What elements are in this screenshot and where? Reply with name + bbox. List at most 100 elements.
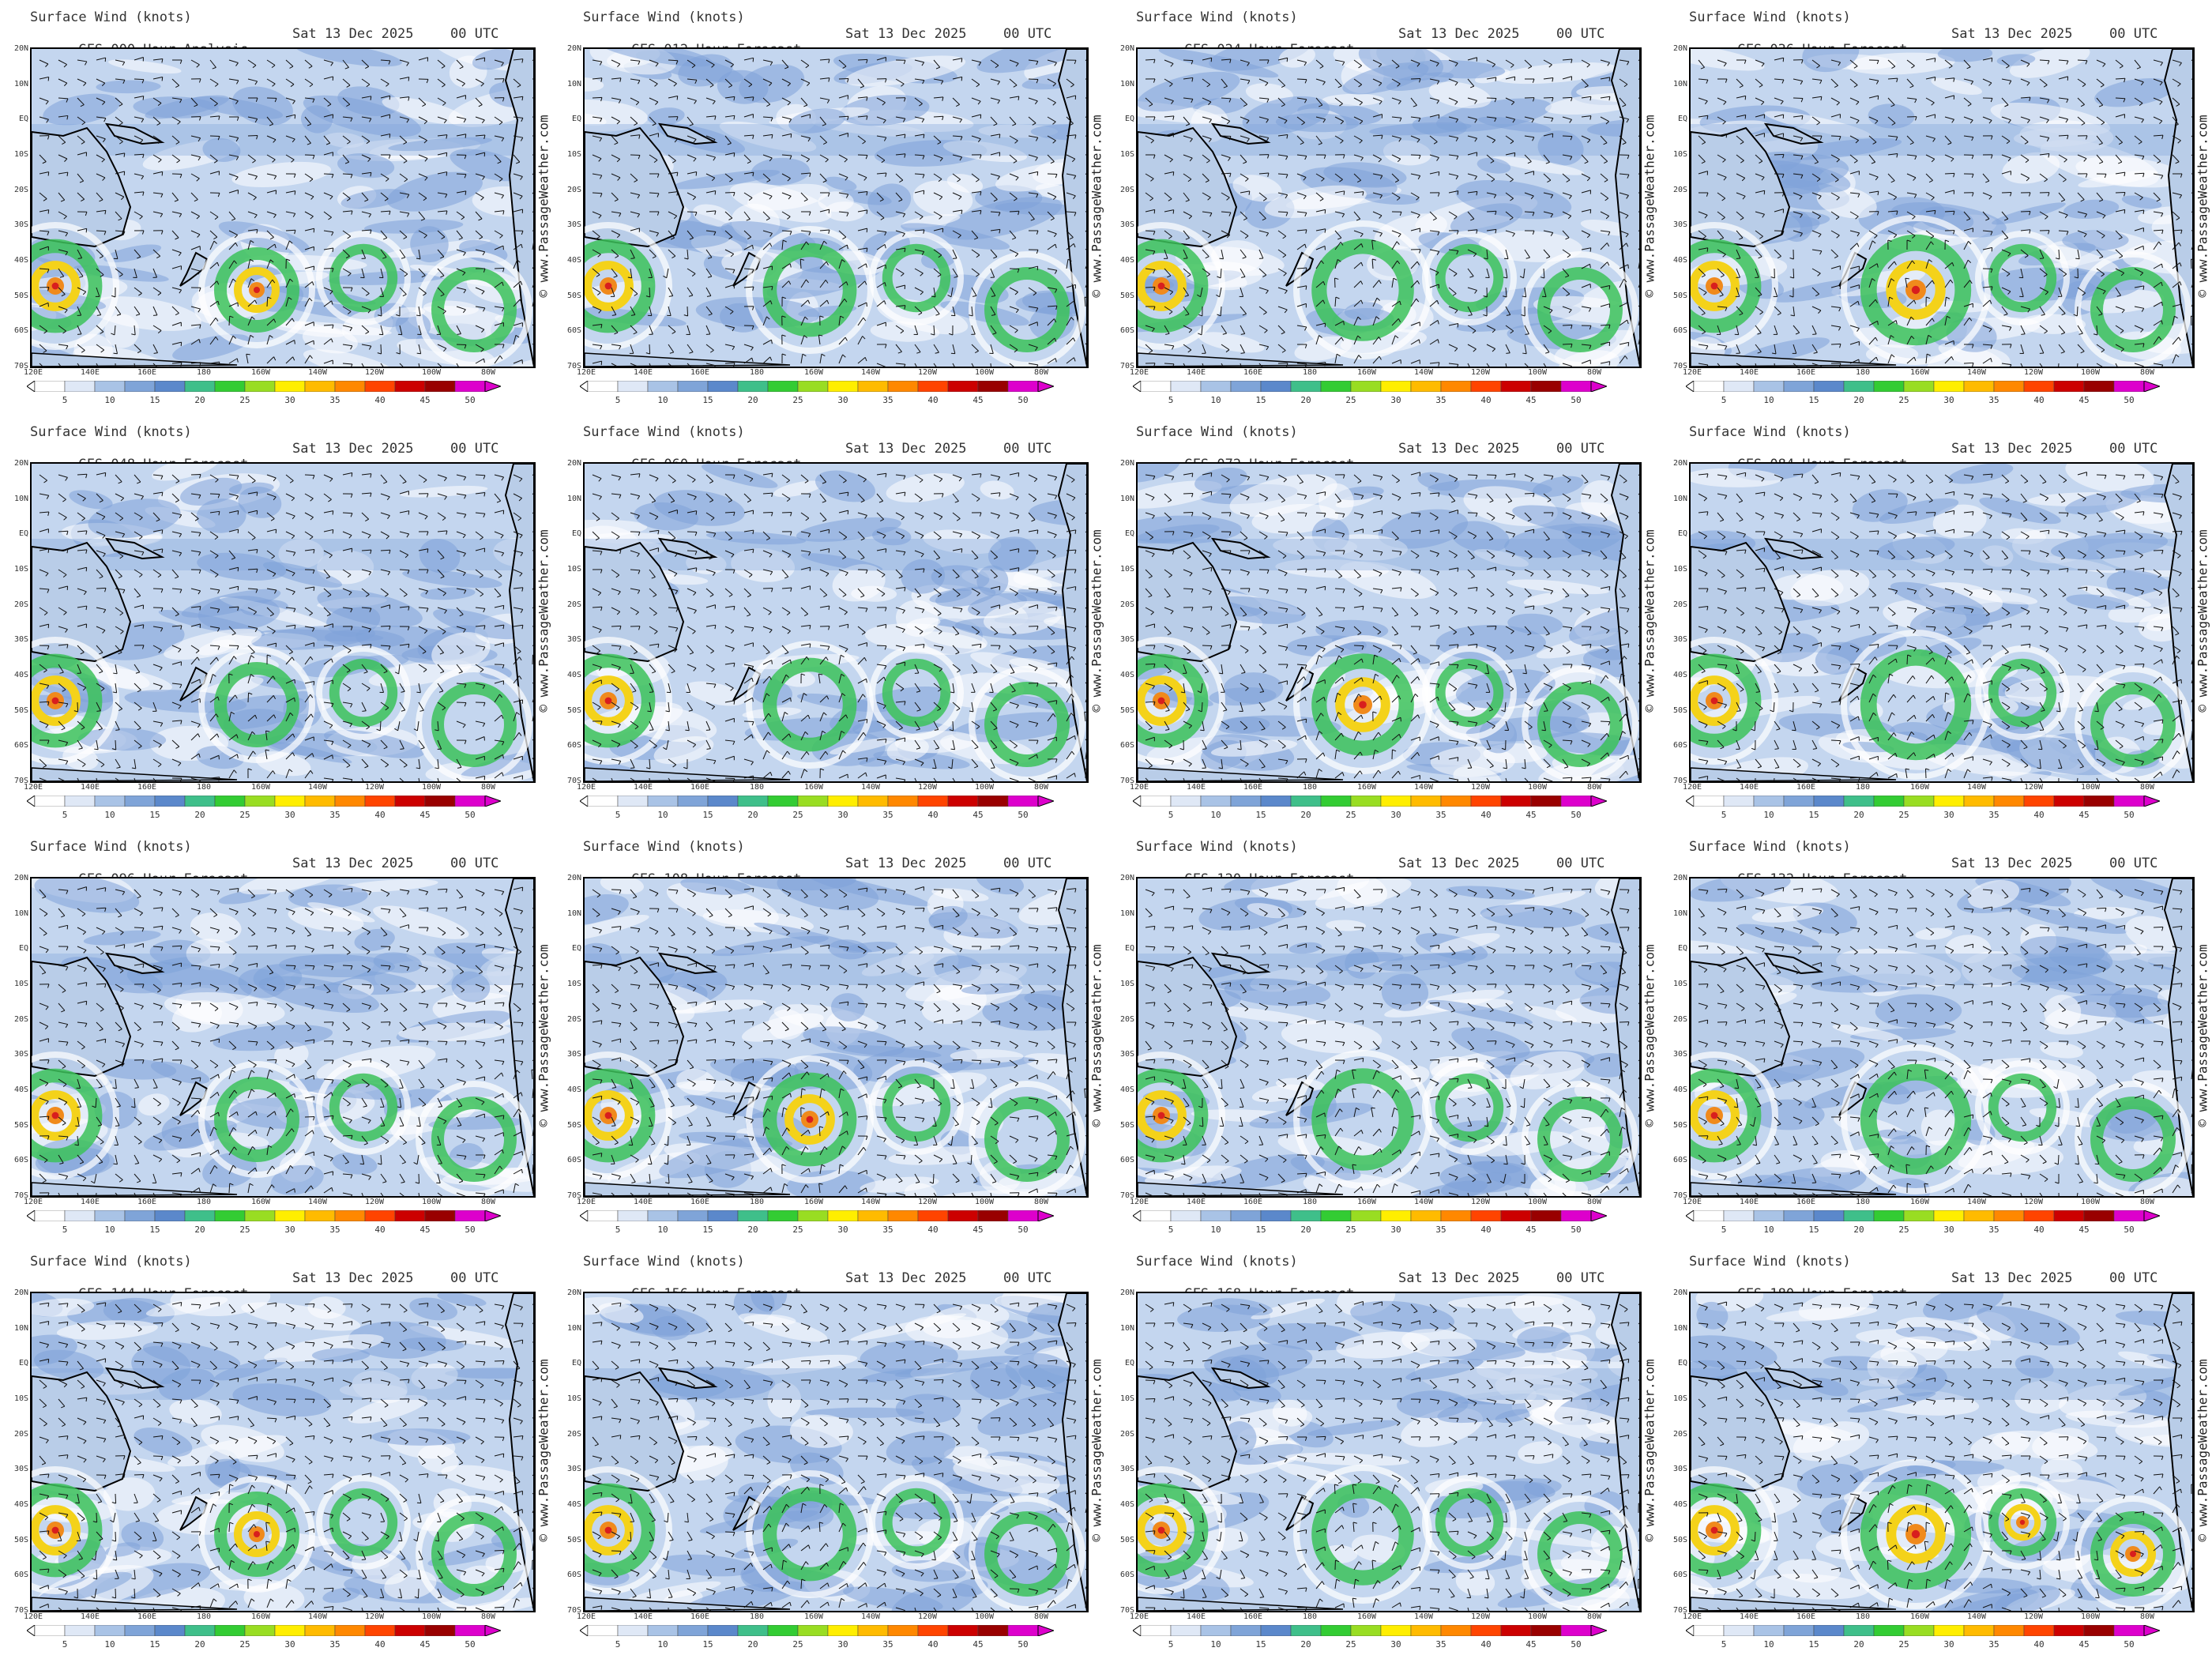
latitude-label: 20N — [566, 874, 581, 882]
colorbar-low-arrow — [1133, 1210, 1142, 1221]
wind-speed-patch — [2056, 1508, 2160, 1529]
longitude-label: 160E — [1796, 368, 1816, 377]
colorbar-swatch — [1007, 1625, 1039, 1636]
storm-swirl — [2075, 1495, 2191, 1611]
wind-speed-patch — [386, 171, 483, 212]
colorbar-swatch — [1963, 1625, 1995, 1636]
latitude-label: 10N — [566, 908, 581, 918]
colorbar-tick-label: 15 — [1808, 1224, 1819, 1235]
new-guinea-coastline — [1763, 122, 1824, 145]
latitude-label: 20N — [13, 1288, 28, 1297]
colorbar-swatch — [154, 1625, 186, 1636]
longitude-label: 180 — [749, 783, 765, 792]
wind-speed-patch — [437, 1293, 487, 1307]
colorbar-swatch — [2053, 1625, 2085, 1636]
run-time: 00 UTC — [1003, 441, 1052, 457]
colorbar-tick-label: 50 — [1571, 810, 1582, 820]
colorbar-swatch — [1200, 1210, 1232, 1221]
latitude-label: 30S — [1119, 1050, 1134, 1059]
wind-speed-patch — [651, 1315, 691, 1341]
longitude-label: 120W — [2023, 783, 2044, 792]
wind-speed-patch — [1233, 1443, 1304, 1465]
longitude-label: 160W — [1909, 1612, 1930, 1621]
wind-speed-patch — [1455, 1567, 1495, 1596]
colorbar-swatch — [1783, 1625, 1815, 1636]
latitude-label: 40S — [13, 256, 28, 265]
colorbar-tick-label: 10 — [657, 1639, 668, 1650]
colorbar-swatch — [707, 1210, 739, 1221]
colorbar-swatch — [707, 796, 739, 807]
latitude-label: EQ — [1124, 944, 1134, 954]
latitude-label: 70S — [566, 1191, 581, 1200]
longitude-label: 120E — [1682, 783, 1702, 792]
longitude-label: 120E — [1129, 1198, 1149, 1206]
forecast-panel: Surface Wind (knots) GFS 084 Hour Foreca… — [1659, 415, 2212, 830]
latitude-label: 10S — [13, 1394, 28, 1403]
wind-speed-patch — [1397, 1390, 1469, 1419]
colorbar-tick-label: 50 — [465, 1224, 476, 1235]
latitude-label: 10N — [1672, 494, 1687, 503]
wind-barbs — [1145, 886, 1640, 1196]
colorbar-swatch — [1200, 381, 1232, 392]
storm-swirl — [416, 251, 532, 367]
colorbar-swatch — [1200, 796, 1232, 807]
colorbar-tick-label: 40 — [374, 1639, 386, 1650]
wind-speed-patch — [597, 49, 713, 67]
new-guinea-coastline — [1210, 952, 1271, 975]
wind-speed-patch — [950, 1049, 1024, 1063]
run-time: 00 UTC — [1556, 26, 1605, 42]
wind-speed-patch — [1691, 49, 1765, 71]
storm-swirl — [1422, 1475, 1517, 1570]
colorbar-tick-label: 25 — [1898, 1639, 1909, 1650]
wind-speed-patch — [1846, 52, 1955, 75]
watermark-text: © www.PassageWeather.com — [1642, 1359, 1657, 1542]
watermark: © www.PassageWeather.com — [2195, 47, 2210, 365]
wind-speed-patch — [288, 884, 368, 909]
longitude-label: 180 — [1302, 368, 1318, 377]
wind-speed-patch — [1510, 1293, 1596, 1333]
latitude-label: 10N — [566, 494, 581, 503]
colorbar-tick-label: 40 — [2033, 810, 2045, 820]
latitude-label: 10S — [1672, 1394, 1687, 1403]
colorbar-high-arrow — [1037, 381, 1054, 392]
storm-swirl — [32, 222, 119, 350]
colorbar-swatch — [244, 1625, 276, 1636]
wind-colorbar — [27, 796, 501, 807]
colorbar-tick-label: 45 — [1525, 1639, 1537, 1650]
latitude-label: 60S — [1119, 326, 1134, 336]
wind-speed-patch — [382, 97, 465, 125]
run-date: Sat 13 Dec 2025 — [845, 856, 967, 871]
latitude-label: 10S — [1119, 150, 1134, 159]
latitude-label: 10N — [13, 1323, 28, 1333]
longitude-label: 140E — [1739, 1612, 1759, 1621]
colorbar-swatch — [274, 1625, 306, 1636]
colorbar-tick-label: 40 — [1480, 1224, 1492, 1235]
wind-speed-patch — [253, 964, 303, 992]
latitude-label: 30S — [1119, 1465, 1134, 1474]
colorbar-tick-label: 40 — [927, 395, 939, 405]
longitude-label: 140W — [860, 368, 881, 377]
wind-speed-patch — [1477, 116, 1552, 133]
antarctica-coastline — [1138, 1597, 1344, 1611]
colorbar-tick-label: 30 — [1943, 1224, 1954, 1235]
colorbar-tick-label: 45 — [972, 1224, 984, 1235]
colorbar-tick-label: 10 — [657, 1224, 668, 1235]
longitude-label: 100W — [974, 368, 995, 377]
wind-speed-patch — [1430, 746, 1515, 777]
colorbar-high-arrow — [484, 796, 501, 807]
new-guinea-coastline — [657, 537, 718, 560]
colorbar-swatch — [1873, 1210, 1905, 1221]
wind-speed-patch — [585, 99, 649, 132]
wind-speed-patch — [1277, 1463, 1352, 1485]
new-guinea-coastline — [1210, 537, 1271, 560]
wind-speed-patch — [768, 1009, 805, 1040]
colorbar-tick-label: 15 — [1808, 395, 1819, 405]
wind-map — [30, 47, 536, 368]
panel-title: Surface Wind (knots) — [1136, 9, 1298, 25]
wind-speed-patch — [1517, 1326, 1571, 1353]
wind-speed-patch — [2040, 1041, 2083, 1059]
latitude-label: 60S — [1672, 1571, 1687, 1580]
wind-speed-patch — [789, 1414, 853, 1448]
wind-speed-patch — [1004, 1337, 1074, 1356]
